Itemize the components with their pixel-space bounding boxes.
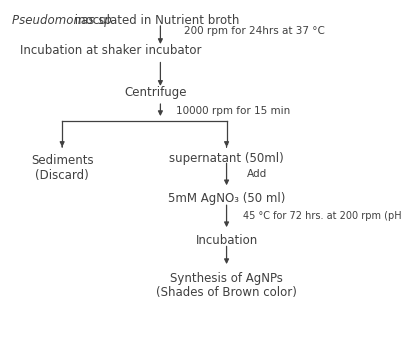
Text: (Discard): (Discard) (35, 169, 89, 182)
Text: 10000 rpm for 15 min: 10000 rpm for 15 min (176, 106, 291, 116)
Text: Incubation: Incubation (195, 234, 258, 247)
Text: Synthesis of AgNPs: Synthesis of AgNPs (170, 272, 283, 285)
Text: inoculated in Nutrient broth: inoculated in Nutrient broth (71, 14, 240, 27)
Text: supernatant (50ml): supernatant (50ml) (169, 152, 284, 165)
Text: Pseudomonas sp.: Pseudomonas sp. (12, 14, 115, 27)
Text: (Shades of Brown color): (Shades of Brown color) (156, 286, 297, 299)
Text: Add: Add (247, 169, 267, 179)
Text: Centrifuge: Centrifuge (124, 86, 187, 99)
Text: Sediments: Sediments (31, 154, 93, 168)
Text: Incubation at shaker incubator: Incubation at shaker incubator (20, 44, 202, 57)
Text: 200 rpm for 24hrs at 37 °C: 200 rpm for 24hrs at 37 °C (184, 26, 325, 37)
Text: 45 °C for 72 hrs. at 200 rpm (pH 8.5): 45 °C for 72 hrs. at 200 rpm (pH 8.5) (243, 211, 401, 221)
Text: 5mM AgNO₃ (50 ml): 5mM AgNO₃ (50 ml) (168, 192, 285, 206)
